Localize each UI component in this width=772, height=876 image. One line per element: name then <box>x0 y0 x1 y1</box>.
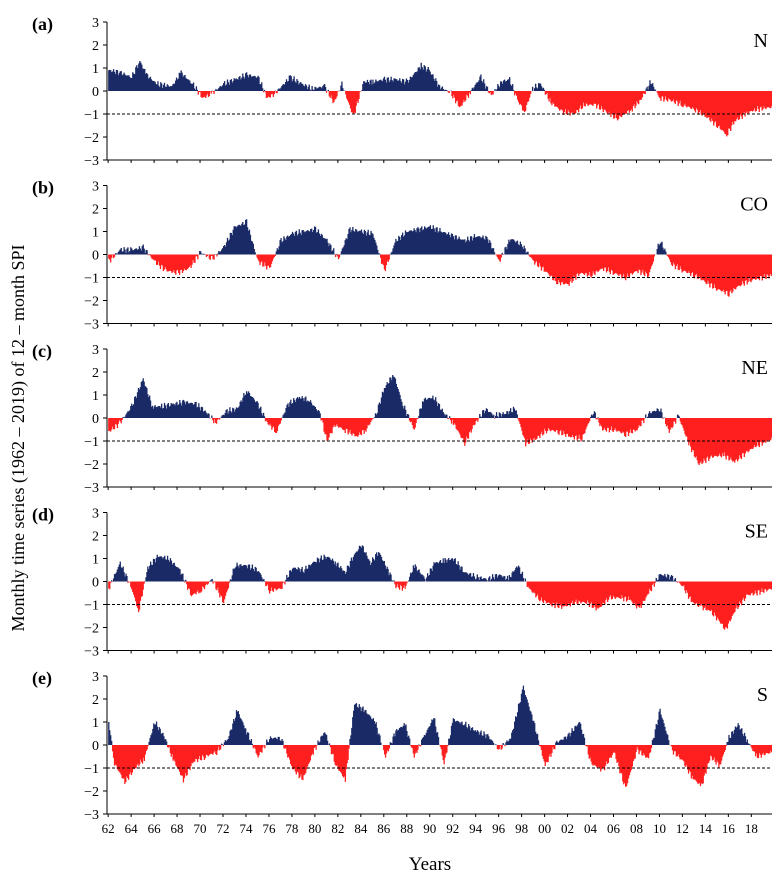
panel-label: (c) <box>32 341 52 362</box>
x-tick-label: 16 <box>722 821 736 836</box>
y-tick-label: 2 <box>92 530 99 545</box>
positive-spi-area <box>122 374 681 418</box>
x-tick-label: 00 <box>538 821 551 836</box>
x-tick-label: 94 <box>469 821 483 836</box>
x-tick-label: 02 <box>561 821 574 836</box>
y-tick-label: −3 <box>84 318 99 333</box>
x-tick-label: 72 <box>217 821 230 836</box>
positive-spi-area <box>114 219 667 255</box>
x-tick-label: 10 <box>653 821 666 836</box>
x-tick-label: 06 <box>607 821 621 836</box>
y-tick-label: −2 <box>84 295 99 310</box>
negative-spi-area <box>197 91 772 137</box>
x-tick-label: 86 <box>377 821 391 836</box>
negative-spi-area <box>108 418 772 466</box>
y-tick-label: 0 <box>92 249 99 264</box>
x-tick-label: 98 <box>515 821 528 836</box>
y-tick-label: 3 <box>92 507 99 522</box>
x-tick-label: 68 <box>171 821 184 836</box>
x-tick-label: 78 <box>285 821 298 836</box>
panel-label: (a) <box>32 14 53 35</box>
negative-spi-area <box>111 745 772 787</box>
x-tick-label: 90 <box>423 821 436 836</box>
panel-label: (e) <box>32 668 52 689</box>
y-tick-label: 3 <box>92 180 99 195</box>
y-tick-label: −3 <box>84 154 99 169</box>
x-tick-label: 76 <box>262 821 276 836</box>
region-label: S <box>757 684 768 706</box>
y-tick-label: 0 <box>92 412 99 427</box>
x-tick-label: 82 <box>331 821 344 836</box>
y-tick-label: −1 <box>84 108 99 123</box>
y-tick-label: −1 <box>84 272 99 287</box>
x-tick-label: 66 <box>148 821 162 836</box>
y-tick-label: 2 <box>92 366 99 381</box>
y-tick-label: 3 <box>92 16 99 31</box>
x-tick-label: 80 <box>308 821 321 836</box>
y-tick-label: 2 <box>92 203 99 218</box>
x-tick-label: 96 <box>492 821 506 836</box>
panel-label: (b) <box>32 178 54 199</box>
x-tick-label: 64 <box>125 821 139 836</box>
negative-spi-area <box>108 581 772 630</box>
x-tick-label: 92 <box>446 821 459 836</box>
x-tick-label: 12 <box>676 821 689 836</box>
y-tick-label: −3 <box>84 645 99 660</box>
y-tick-label: −2 <box>84 458 99 473</box>
x-tick-label: 74 <box>239 821 253 836</box>
figure-y-axis-label: Monthly time series (1962 – 2019) of 12 … <box>8 245 29 632</box>
positive-spi-area <box>108 61 658 91</box>
x-tick-label: 08 <box>630 821 643 836</box>
y-tick-label: 2 <box>92 693 99 708</box>
y-tick-label: −3 <box>84 481 99 496</box>
region-label: NE <box>741 357 768 379</box>
y-tick-label: 1 <box>92 226 99 241</box>
y-tick-label: 0 <box>92 576 99 591</box>
x-tick-label: 62 <box>102 821 115 836</box>
x-tick-label: 84 <box>354 821 368 836</box>
y-tick-label: −3 <box>84 808 99 823</box>
y-tick-label: −1 <box>84 435 99 450</box>
positive-spi-area <box>108 685 751 745</box>
y-tick-label: 0 <box>92 739 99 754</box>
x-tick-label: 70 <box>194 821 207 836</box>
y-tick-label: 3 <box>92 343 99 358</box>
y-tick-label: −1 <box>84 762 99 777</box>
x-tick-label: 88 <box>400 821 413 836</box>
y-tick-label: −1 <box>84 599 99 614</box>
region-label: CO <box>740 194 768 216</box>
y-tick-label: 0 <box>92 85 99 100</box>
y-tick-label: 2 <box>92 39 99 54</box>
y-tick-label: −2 <box>84 622 99 637</box>
y-tick-label: −2 <box>84 785 99 800</box>
panels-group: 3210−1−2−3(a)N3210−1−2−3(b)CO3210−1−2−3(… <box>32 14 772 836</box>
y-tick-label: 1 <box>92 389 99 404</box>
y-tick-label: 1 <box>92 716 99 731</box>
positive-spi-area <box>111 545 678 582</box>
region-label: N <box>754 30 768 52</box>
y-tick-label: 3 <box>92 670 99 685</box>
y-tick-label: 1 <box>92 553 99 568</box>
x-tick-label: 14 <box>699 821 713 836</box>
y-tick-label: 1 <box>92 62 99 77</box>
panel-label: (d) <box>32 505 54 526</box>
negative-spi-area <box>108 254 772 297</box>
figure-x-axis-label: Years <box>409 854 451 875</box>
region-label: SE <box>745 521 768 543</box>
x-tick-label: 18 <box>745 821 758 836</box>
x-tick-label: 04 <box>584 821 598 836</box>
y-tick-label: −2 <box>84 131 99 146</box>
